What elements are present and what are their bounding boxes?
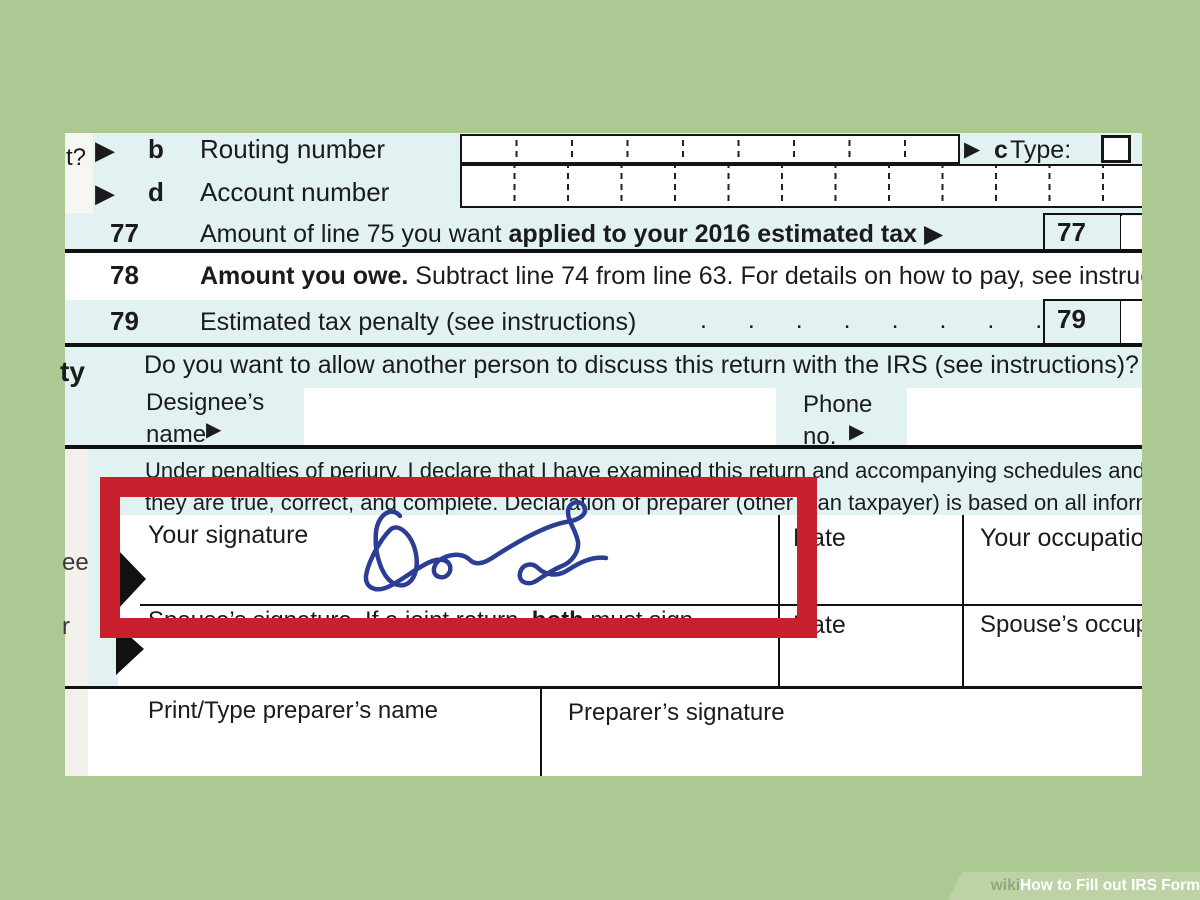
arrow-icon: ▶	[95, 135, 115, 165]
designee-name-label-2: name	[146, 421, 207, 448]
account-type-label: Type:	[1010, 136, 1072, 164]
left-margin-strip-top	[65, 133, 93, 213]
section-rule	[65, 686, 1142, 689]
arrow-icon: ▶	[849, 421, 865, 443]
amount-col-line	[1043, 215, 1045, 249]
line-77-text: Amount of line 75 you want applied to yo…	[200, 220, 943, 249]
occupation-column-line	[962, 515, 964, 686]
line-78-text-normal: Subtract line 74 from line 63. For detai…	[408, 262, 1142, 290]
preparer-column-line	[540, 689, 542, 776]
line-78-number: 78	[110, 260, 139, 290]
line-77-box-number: 77	[1057, 217, 1086, 247]
signature-row-divider	[140, 604, 1142, 606]
preparer-name-label: Print/Type preparer’s name	[148, 697, 438, 724]
highlight-rectangle	[100, 477, 817, 638]
account-number-label: Account number	[200, 177, 390, 207]
row-78-band	[65, 252, 1142, 300]
leader-dots: . . . . . . . .	[700, 306, 1043, 334]
line-78-text: Amount you owe. Subtract line 74 from li…	[200, 262, 1142, 291]
line-79-box-number: 79	[1057, 304, 1086, 334]
line-b-letter: b	[148, 134, 164, 164]
signature-table-bg	[118, 515, 1142, 686]
line-77-text-normal: Amount of line 75 you want	[200, 220, 509, 248]
spouse-occupation-label: Spouse’s occupation	[980, 611, 1142, 638]
account-number-input[interactable]	[460, 164, 1142, 208]
line-c-letter: c	[994, 136, 1008, 164]
phone-label-1: Phone	[803, 391, 873, 418]
amount-77-cell[interactable]	[1121, 216, 1142, 249]
preparer-row-bg	[88, 689, 1142, 776]
line-79-number: 79	[110, 306, 139, 336]
account-type-checkbox[interactable]	[1101, 135, 1131, 163]
arrow-icon: ▶	[95, 178, 115, 208]
your-occupation-label: Your occupation	[980, 524, 1142, 552]
arrow-icon: ▶	[206, 419, 222, 441]
line-d-letter: d	[148, 177, 164, 207]
amount-col-top-rule-79	[1043, 299, 1142, 301]
arrow-icon: ▶	[923, 220, 944, 248]
wikihow-watermark: wikiHow to Fill out IRS Form 1040	[948, 872, 1200, 900]
watermark-title: How to Fill out IRS Form 1040	[1020, 877, 1200, 894]
amount-col-line	[1043, 301, 1045, 343]
section-rule	[65, 343, 1142, 347]
line-78-text-bold: Amount you owe.	[200, 262, 409, 290]
amount-col-top-rule-77	[1043, 213, 1142, 215]
routing-number-label: Routing number	[200, 134, 385, 164]
preparer-signature-label: Preparer’s signature	[568, 699, 785, 726]
date-column-line	[778, 515, 780, 686]
line-79-text: Estimated tax penalty (see instructions)	[200, 308, 637, 336]
phone-number-input[interactable]	[907, 388, 1142, 448]
designee-name-input[interactable]	[304, 388, 776, 448]
designee-name-label-1: Designee’s	[146, 389, 265, 416]
line-77-number: 77	[110, 218, 139, 248]
cutoff-fragment-sign-side-2: r	[62, 613, 70, 640]
arrow-icon: ▶	[964, 138, 981, 161]
left-margin-strip-sign	[65, 448, 88, 776]
routing-number-input[interactable]	[460, 134, 960, 164]
cutoff-fragment-third-party: ty	[60, 356, 85, 387]
line-77-text-bold: applied to your 2016 estimated tax	[508, 220, 924, 248]
wikihow-logo-wiki: wiki	[990, 877, 1021, 894]
third-party-question: Do you want to allow another person to d…	[144, 351, 1139, 379]
handwritten-signature	[363, 499, 609, 592]
amount-79-cell[interactable]	[1121, 301, 1142, 343]
cutoff-fragment-sign-side-1: ee	[62, 549, 89, 576]
cutoff-fragment-account-question: t?	[66, 144, 87, 171]
section-rule	[65, 249, 1142, 253]
section-rule	[65, 445, 1142, 449]
your-signature-label: Your signature	[148, 521, 309, 549]
